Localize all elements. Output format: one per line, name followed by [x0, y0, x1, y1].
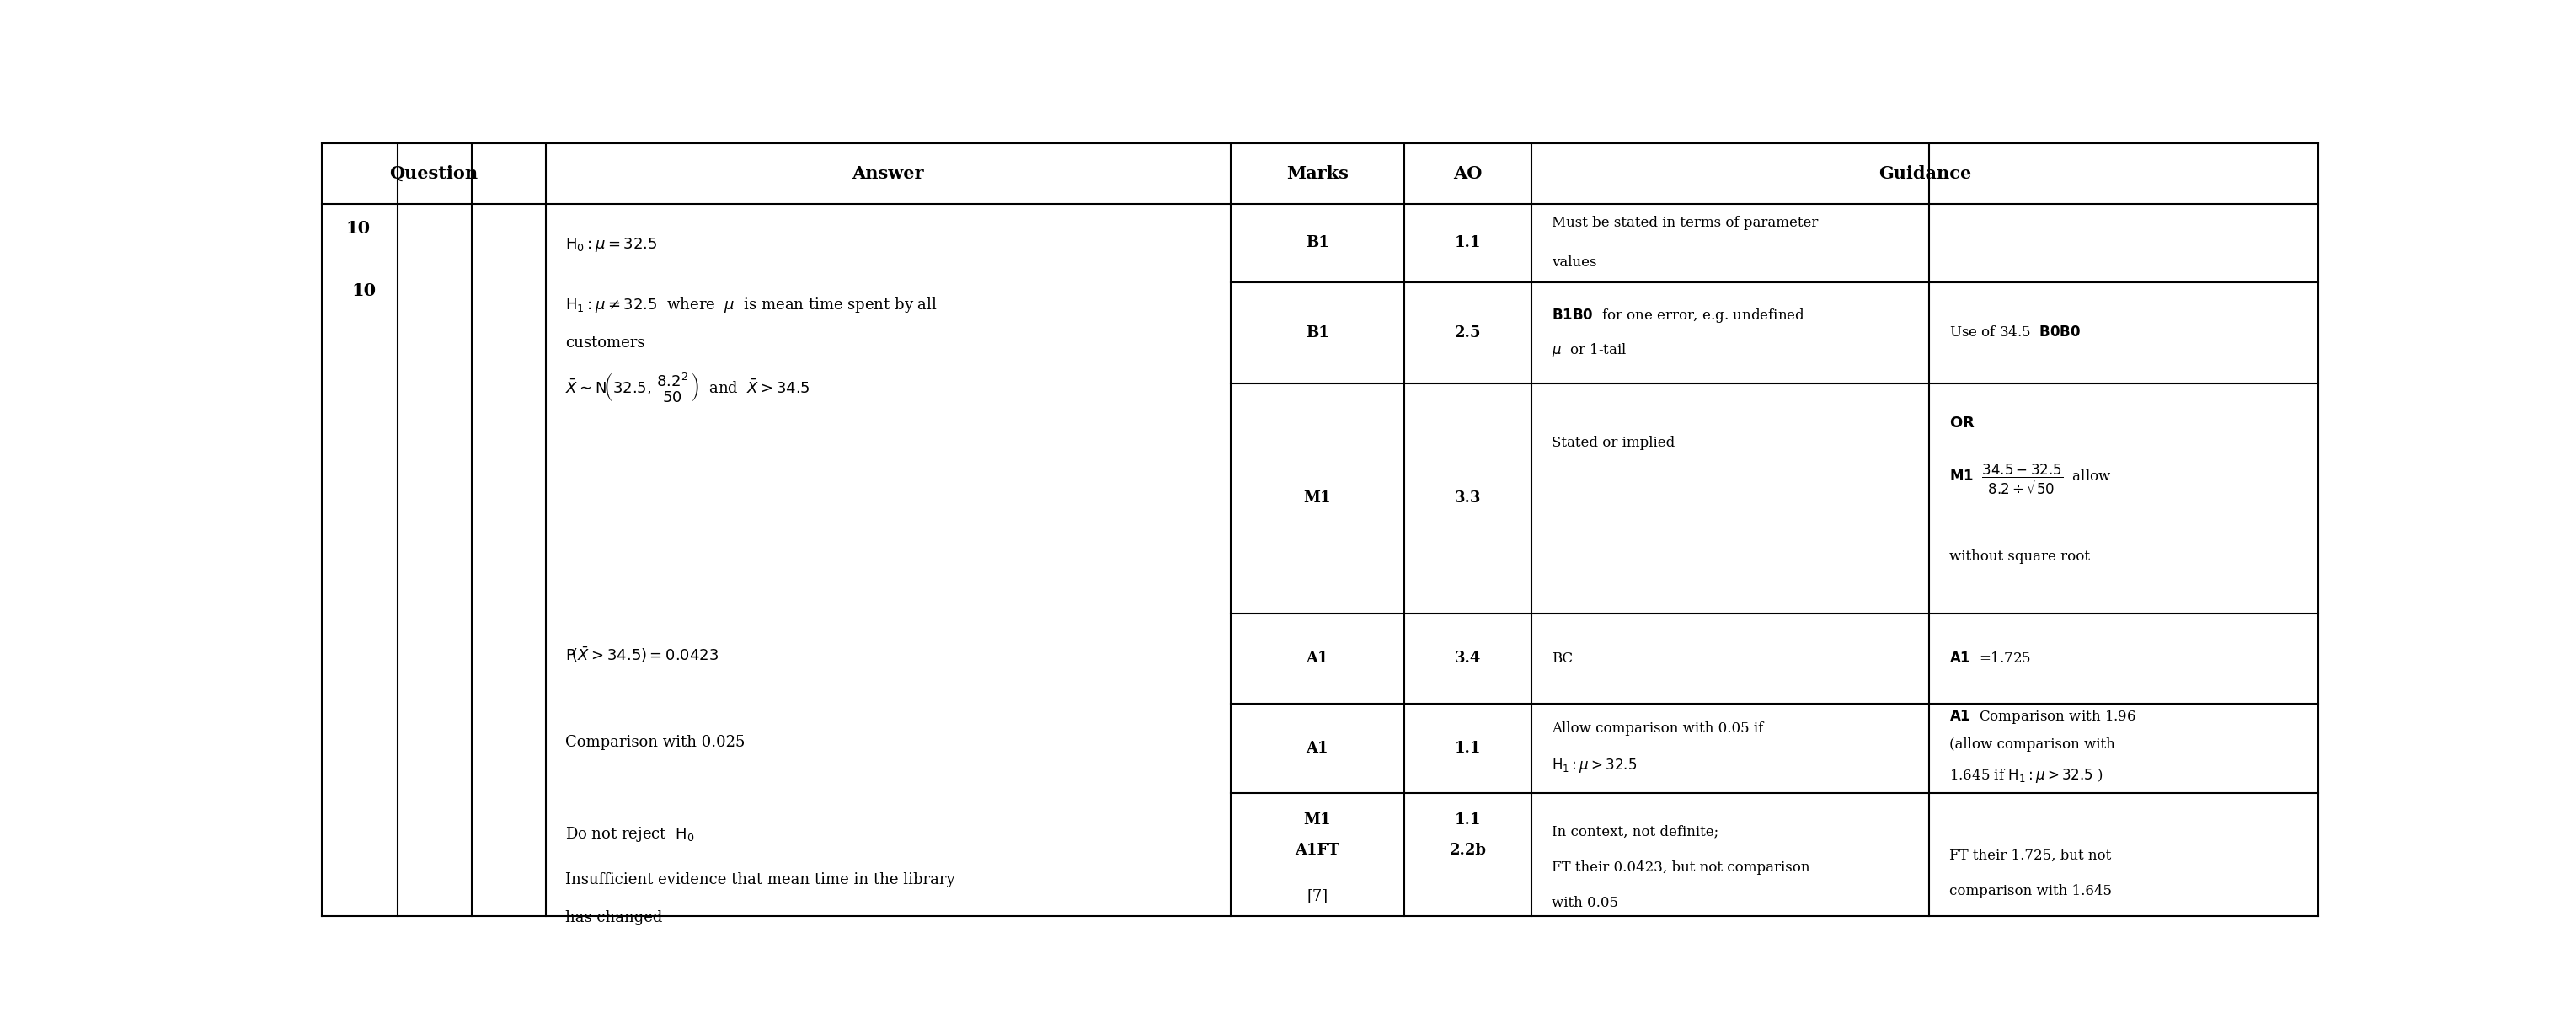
Text: FT their 1.725, but not: FT their 1.725, but not — [1950, 849, 2110, 862]
Text: 1.1: 1.1 — [1455, 813, 1481, 827]
Text: Do not reject  $\mathrm{H}_0$: Do not reject $\mathrm{H}_0$ — [567, 824, 696, 843]
Text: Must be stated in terms of parameter: Must be stated in terms of parameter — [1551, 216, 1819, 230]
Text: FT their 0.0423, but not comparison: FT their 0.0423, but not comparison — [1551, 860, 1811, 875]
Text: $\mathbf{OR}$: $\mathbf{OR}$ — [1950, 415, 1976, 430]
Text: $\mathbf{M1}$  $\dfrac{34.5-32.5}{8.2 \div \sqrt{50}}$  allow: $\mathbf{M1}$ $\dfrac{34.5-32.5}{8.2 \di… — [1950, 463, 2112, 497]
Text: B1: B1 — [1306, 325, 1329, 341]
Text: $\mathrm{H}_1 : \mu \neq 32.5$  where  $\mu$  is mean time spent by all: $\mathrm{H}_1 : \mu \neq 32.5$ where $\m… — [567, 295, 938, 314]
Text: without square root: without square root — [1950, 549, 2089, 564]
Text: Stated or implied: Stated or implied — [1551, 435, 1674, 450]
Text: $\mathrm{P}\!\left(\bar{X} > 34.5\right) = 0.0423$: $\mathrm{P}\!\left(\bar{X} > 34.5\right)… — [567, 645, 719, 664]
Text: $\bar{X} \sim \mathrm{N}\!\left(32.5,\, \dfrac{8.2^2}{50}\right)$  and  $\bar{X}: $\bar{X} \sim \mathrm{N}\!\left(32.5,\, … — [567, 370, 811, 403]
Text: values: values — [1551, 256, 1597, 270]
Text: Marks: Marks — [1285, 166, 1347, 182]
Text: AO: AO — [1453, 166, 1481, 182]
Text: 3.4: 3.4 — [1455, 650, 1481, 666]
Text: [7]: [7] — [1306, 888, 1327, 903]
Text: $\mathrm{H}_1 : \mu > 32.5$: $\mathrm{H}_1 : \mu > 32.5$ — [1551, 756, 1636, 775]
Text: Answer: Answer — [853, 166, 925, 182]
Text: (allow comparison with: (allow comparison with — [1950, 737, 2115, 751]
Text: M1: M1 — [1303, 491, 1332, 506]
Text: $\mu$  or 1-tail: $\mu$ or 1-tail — [1551, 342, 1628, 359]
Text: In context, not definite;: In context, not definite; — [1551, 824, 1718, 839]
Text: A1: A1 — [1306, 741, 1329, 756]
Text: 3.3: 3.3 — [1455, 491, 1481, 506]
Text: 2.5: 2.5 — [1455, 325, 1481, 341]
Text: Use of 34.5  $\mathbf{B0B0}$: Use of 34.5 $\mathbf{B0B0}$ — [1950, 325, 2081, 340]
Text: 1.645 if $\mathrm{H}_1 : \mu > 32.5$ ): 1.645 if $\mathrm{H}_1 : \mu > 32.5$ ) — [1950, 767, 2102, 785]
Text: $\mathbf{A1}$  Comparison with 1.96: $\mathbf{A1}$ Comparison with 1.96 — [1950, 708, 2136, 725]
Text: Comparison with 0.025: Comparison with 0.025 — [567, 735, 744, 750]
Text: 1.1: 1.1 — [1455, 741, 1481, 756]
Text: 10: 10 — [345, 220, 371, 237]
Text: 1.1: 1.1 — [1455, 236, 1481, 251]
Text: A1: A1 — [1306, 650, 1329, 666]
Text: $\mathbf{B1B0}$  for one error, e.g. undefined: $\mathbf{B1B0}$ for one error, e.g. unde… — [1551, 307, 1806, 324]
Text: $\mathbf{A1}$  =1.725: $\mathbf{A1}$ =1.725 — [1950, 651, 2030, 666]
Text: with 0.05: with 0.05 — [1551, 896, 1618, 911]
Text: A1FT: A1FT — [1296, 843, 1340, 858]
Text: 10: 10 — [353, 283, 376, 299]
Text: customers: customers — [567, 335, 644, 350]
Text: Question: Question — [389, 166, 479, 182]
Text: M1: M1 — [1303, 813, 1332, 827]
Text: comparison with 1.645: comparison with 1.645 — [1950, 884, 2112, 898]
Text: B1: B1 — [1306, 236, 1329, 251]
Text: 2.2b: 2.2b — [1450, 843, 1486, 858]
Text: Insufficient evidence that mean time in the library: Insufficient evidence that mean time in … — [567, 873, 956, 887]
Text: Allow comparison with 0.05 if: Allow comparison with 0.05 if — [1551, 721, 1765, 736]
Text: Guidance: Guidance — [1878, 166, 1971, 182]
Text: $\mathrm{H}_0 : \mu = 32.5$: $\mathrm{H}_0 : \mu = 32.5$ — [567, 236, 657, 254]
Text: has changed: has changed — [567, 911, 662, 925]
Text: BC: BC — [1551, 651, 1574, 666]
